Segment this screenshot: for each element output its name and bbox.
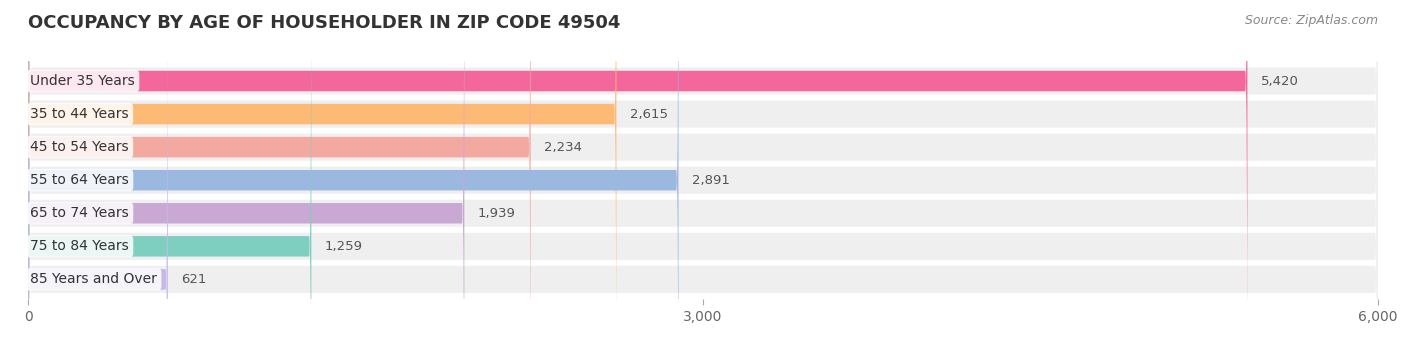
FancyBboxPatch shape: [28, 0, 616, 340]
Text: 2,891: 2,891: [692, 174, 730, 187]
FancyBboxPatch shape: [28, 0, 1378, 340]
Text: 35 to 44 Years: 35 to 44 Years: [31, 107, 129, 121]
Text: 1,939: 1,939: [478, 207, 516, 220]
FancyBboxPatch shape: [28, 0, 167, 340]
Text: 65 to 74 Years: 65 to 74 Years: [31, 206, 129, 220]
FancyBboxPatch shape: [28, 0, 1378, 340]
FancyBboxPatch shape: [28, 0, 1378, 340]
FancyBboxPatch shape: [28, 0, 1378, 340]
FancyBboxPatch shape: [28, 0, 679, 340]
FancyBboxPatch shape: [28, 0, 530, 340]
Text: OCCUPANCY BY AGE OF HOUSEHOLDER IN ZIP CODE 49504: OCCUPANCY BY AGE OF HOUSEHOLDER IN ZIP C…: [28, 14, 620, 32]
FancyBboxPatch shape: [28, 0, 1247, 340]
Text: Source: ZipAtlas.com: Source: ZipAtlas.com: [1244, 14, 1378, 27]
FancyBboxPatch shape: [28, 0, 1378, 340]
Text: 2,615: 2,615: [630, 107, 668, 121]
Text: 55 to 64 Years: 55 to 64 Years: [31, 173, 129, 187]
Text: 5,420: 5,420: [1261, 74, 1299, 87]
FancyBboxPatch shape: [28, 0, 1378, 340]
Text: 45 to 54 Years: 45 to 54 Years: [31, 140, 129, 154]
Text: 75 to 84 Years: 75 to 84 Years: [31, 239, 129, 253]
FancyBboxPatch shape: [28, 0, 464, 340]
Text: 1,259: 1,259: [325, 240, 363, 253]
Text: Under 35 Years: Under 35 Years: [31, 74, 135, 88]
FancyBboxPatch shape: [28, 0, 311, 340]
Text: 621: 621: [181, 273, 207, 286]
Text: 85 Years and Over: 85 Years and Over: [31, 272, 157, 286]
Text: 2,234: 2,234: [544, 141, 582, 154]
FancyBboxPatch shape: [28, 0, 1378, 340]
